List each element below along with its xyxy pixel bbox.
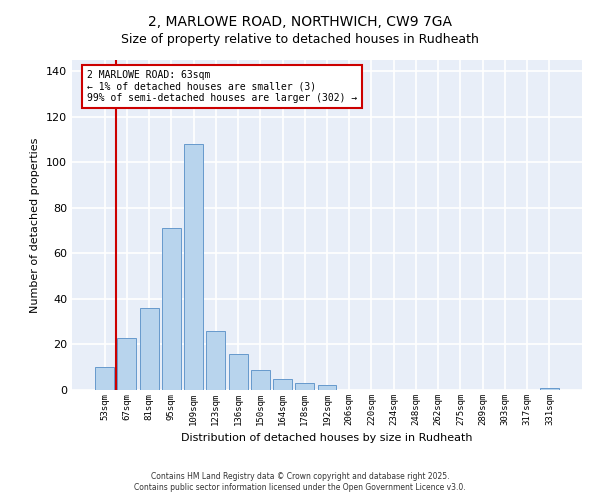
Y-axis label: Number of detached properties: Number of detached properties [31, 138, 40, 312]
Bar [162, 228, 181, 390]
Text: 2 MARLOWE ROAD: 63sqm
← 1% of detached houses are smaller (3)
99% of semi-detach: 2 MARLOWE ROAD: 63sqm ← 1% of detached h… [88, 70, 358, 103]
Bar [317, 386, 337, 390]
Bar [251, 370, 270, 390]
Bar [229, 354, 248, 390]
Text: Size of property relative to detached houses in Rudheath: Size of property relative to detached ho… [121, 32, 479, 46]
Bar [184, 144, 203, 390]
Bar [140, 308, 158, 390]
Bar [273, 378, 292, 390]
X-axis label: Distribution of detached houses by size in Rudheath: Distribution of detached houses by size … [181, 434, 473, 444]
Text: 2, MARLOWE ROAD, NORTHWICH, CW9 7GA: 2, MARLOWE ROAD, NORTHWICH, CW9 7GA [148, 15, 452, 29]
Bar [295, 383, 314, 390]
Bar [540, 388, 559, 390]
Text: Contains HM Land Registry data © Crown copyright and database right 2025.
Contai: Contains HM Land Registry data © Crown c… [134, 472, 466, 492]
Bar [206, 331, 225, 390]
Bar [95, 367, 114, 390]
Bar [118, 338, 136, 390]
